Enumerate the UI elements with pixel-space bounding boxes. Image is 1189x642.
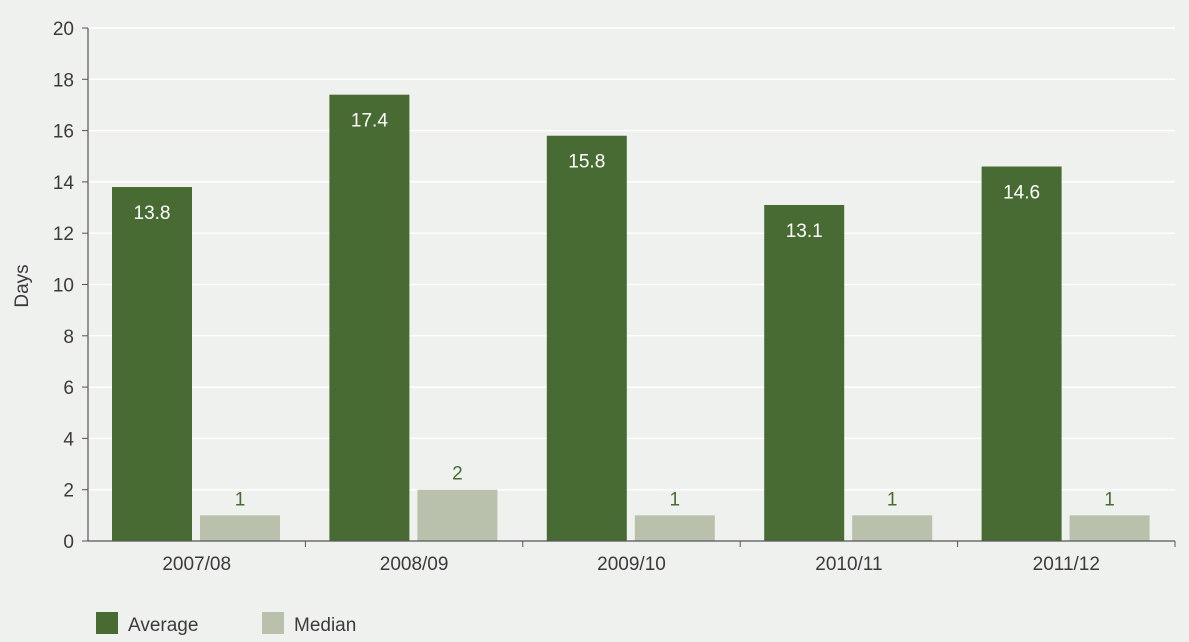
axes (87, 28, 1176, 547)
y-tick-label: 2 (63, 481, 74, 502)
bar-average-2008-09 (329, 94, 410, 541)
y-tick-label: 4 (63, 429, 74, 450)
legend-swatch-average (96, 612, 118, 634)
bar-median-2007-08 (200, 515, 280, 541)
y-tick-label: 0 (63, 532, 74, 553)
y-tick-label: 10 (53, 276, 74, 297)
data-label: 17.4 (351, 111, 388, 132)
bar-average-2007-08 (112, 187, 192, 541)
y-tick-label: 18 (53, 70, 74, 91)
data-label: 15.8 (568, 152, 605, 173)
data-label: 14.6 (1003, 183, 1040, 204)
data-label: 13.8 (134, 203, 171, 224)
y-axis-label: Days (12, 264, 33, 307)
y-tick-label: 8 (63, 327, 74, 348)
data-label: 1 (1104, 489, 1115, 510)
y-tick-label: 14 (53, 173, 75, 194)
data-label: 1 (670, 489, 681, 510)
bar-median-2011-12 (1069, 515, 1150, 541)
data-label: 2 (452, 464, 463, 485)
x-tick-labels: 2007/08 2008/09 2009/10 2010/11 2011/12 (162, 554, 1100, 575)
y-tick-label: 20 (53, 19, 74, 40)
bars: 13.8 1 17.4 2 15.8 1 13.1 1 14.6 1 (112, 94, 1150, 542)
bar-average-2010-11 (764, 204, 845, 542)
x-tick-label: 2009/10 (597, 554, 666, 575)
y-tick-label: 6 (63, 378, 74, 399)
x-tick-label: 2007/08 (162, 554, 231, 575)
data-label: 1 (235, 489, 246, 510)
x-tick-label: 2010/11 (815, 554, 882, 575)
legend-label-average: Average (128, 615, 198, 636)
y-tick-label: 12 (53, 224, 74, 245)
bar-average-2009-10 (546, 135, 627, 542)
y-tick-label: 16 (53, 122, 74, 143)
bar-median-2008-09 (417, 489, 498, 541)
data-label: 1 (887, 489, 898, 510)
y-tick-labels: 0 2 4 6 8 10 12 14 16 18 20 (53, 19, 75, 553)
legend-swatch-median (262, 612, 284, 634)
legend: Average Median (96, 612, 356, 636)
bar-average-2011-12 (981, 166, 1062, 541)
x-tick-label: 2011/12 (1033, 554, 1100, 575)
data-label: 13.1 (786, 221, 823, 242)
legend-label-median: Median (294, 615, 356, 636)
bar-median-2010-11 (852, 515, 933, 541)
x-tick-label: 2008/09 (380, 554, 449, 575)
bar-median-2009-10 (634, 515, 715, 541)
